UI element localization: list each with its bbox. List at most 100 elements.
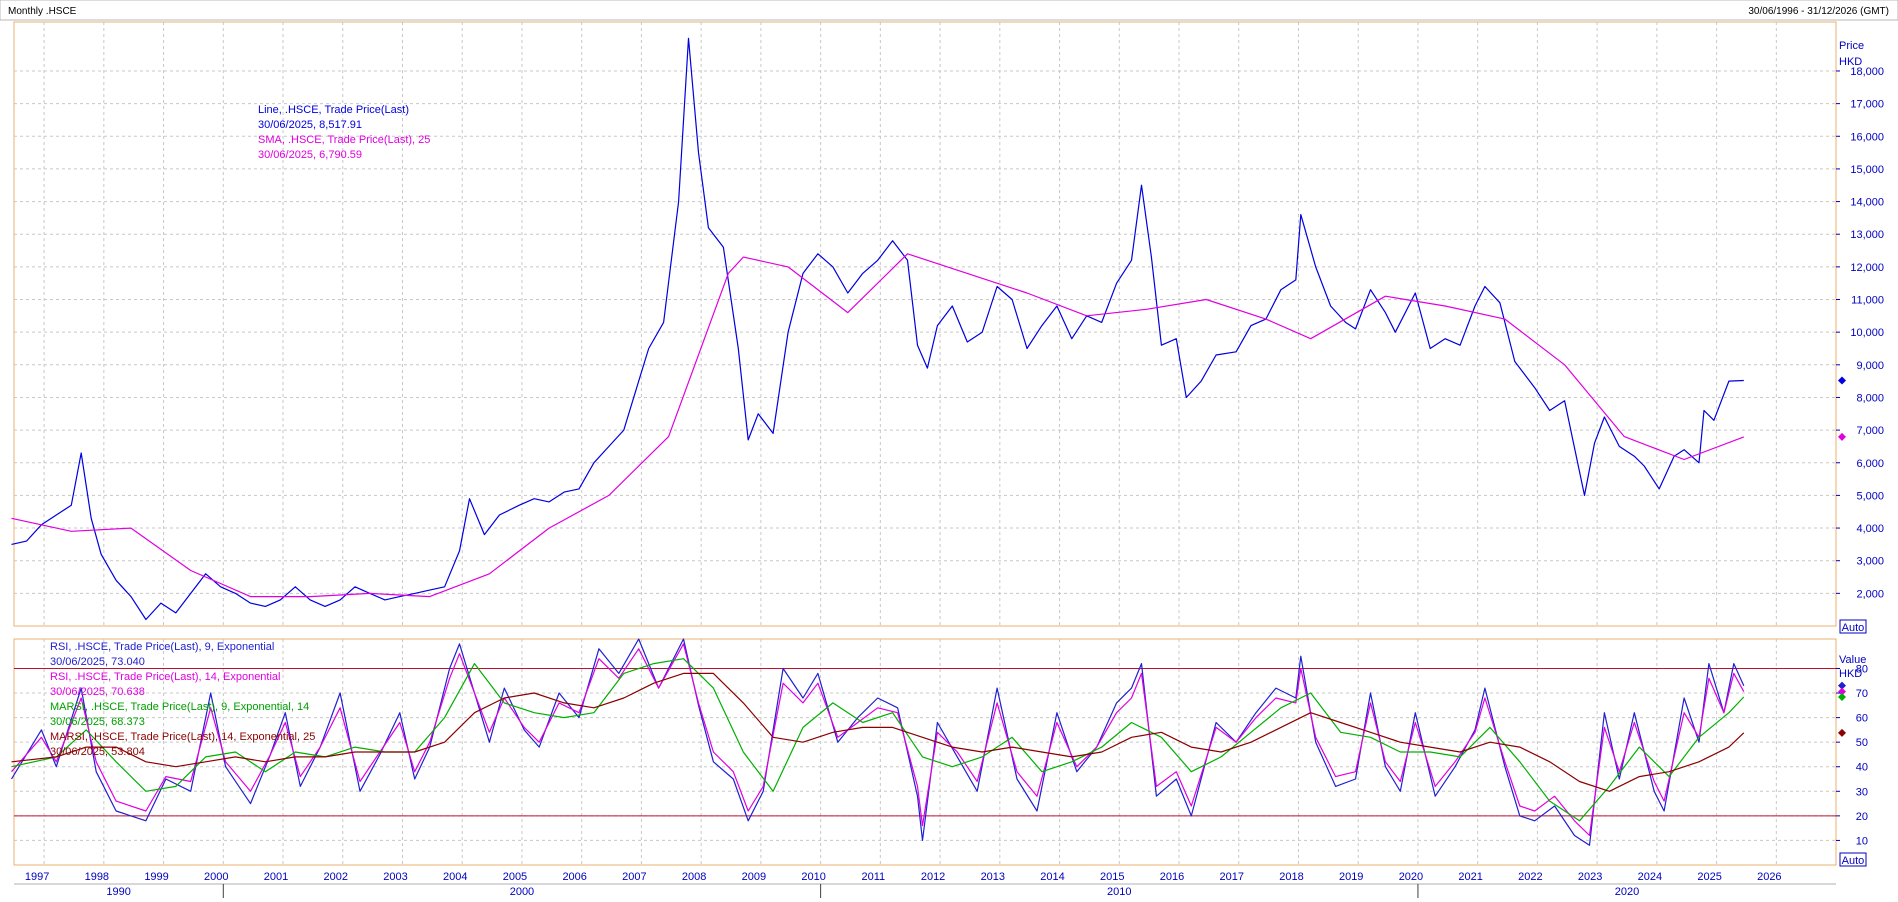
price-tick-label: 4,000 (1856, 523, 1884, 535)
price-tick-label: 12,000 (1850, 262, 1884, 274)
rsi-tick-label: 20 (1856, 811, 1868, 823)
year-tick-label: 2002 (324, 871, 348, 883)
rsi-last-value-marker-3 (1838, 728, 1846, 737)
rsi-panel[interactable] (13, 638, 1837, 866)
year-tick-label: 2007 (622, 871, 646, 883)
rsi-tick-label: 80 (1856, 663, 1868, 675)
year-tick-label: 2009 (742, 871, 766, 883)
price-tick-label: 18,000 (1850, 66, 1884, 78)
rsi-last-value-marker-2 (1838, 692, 1846, 701)
legend-rsi9-name: RSI, .HSCE, Trade Price(Last), 9, Expone… (50, 641, 274, 653)
price-auto-button[interactable]: Auto (1839, 619, 1867, 634)
year-tick-label: 2013 (981, 871, 1005, 883)
year-tick-label: 2026 (1757, 871, 1781, 883)
rsi-axis-unit: HKD (1839, 668, 1862, 680)
rsi-tick-label: 10 (1856, 835, 1868, 847)
price-axis-unit: HKD (1839, 56, 1862, 68)
year-tick-label: 1999 (144, 871, 168, 883)
chart-title: Monthly .HSCE (8, 6, 77, 17)
price-series-0 (11, 37, 1744, 621)
price-legend: Line, .HSCE, Trade Price(Last) 30/06/202… (258, 104, 430, 161)
year-tick-label: 2008 (682, 871, 706, 883)
year-tick-label: 2006 (562, 871, 586, 883)
price-auto-label: Auto (1842, 622, 1865, 634)
price-tick-label: 14,000 (1850, 197, 1884, 209)
rsi-last-value-marker-1 (1838, 687, 1846, 696)
rsi-axis-title: Value (1839, 654, 1866, 666)
legend-marsi9-name: MARSI, .HSCE, Trade Price(Last), 9, Expo… (50, 701, 309, 713)
year-tick-label: 2020 (1399, 871, 1423, 883)
price-tick-label: 13,000 (1850, 229, 1884, 241)
price-tick-label: 15,000 (1850, 164, 1884, 176)
price-tick-label: 3,000 (1856, 556, 1884, 568)
year-tick-label: 2017 (1220, 871, 1244, 883)
year-tick-label: 1997 (25, 871, 49, 883)
rsi-auto-button[interactable]: Auto (1839, 852, 1867, 867)
legend-marsi14-name: MARSI, .HSCE, Trade Price(Last), 14, Exp… (50, 731, 315, 743)
rsi-series-3 (11, 672, 1745, 792)
year-tick-label: 2003 (383, 871, 407, 883)
year-tick-label: 2010 (801, 871, 825, 883)
decade-label: 2010 (1107, 886, 1131, 898)
rsi-tick-label: 60 (1856, 713, 1868, 725)
rsi-series-1 (11, 643, 1745, 837)
price-tick-label: 2,000 (1856, 588, 1884, 600)
decade-label: 1990 (106, 886, 130, 898)
year-tick-label: 2016 (1160, 871, 1184, 883)
legend-price-value: 30/06/2025, 8,517.91 (258, 119, 362, 131)
rsi-series-group (10, 638, 1846, 846)
year-tick-label: 2000 (204, 871, 228, 883)
year-tick-label: 2022 (1518, 871, 1542, 883)
legend-rsi9-value: 30/06/2025, 73.040 (50, 656, 145, 668)
legend-price-name: Line, .HSCE, Trade Price(Last) (258, 104, 409, 116)
price-axis-title: Price (1839, 40, 1864, 52)
year-tick-label: 2019 (1339, 871, 1363, 883)
year-tick-label: 2024 (1638, 871, 1662, 883)
price-last-value-marker-0 (1838, 376, 1846, 385)
price-tick-label: 17,000 (1850, 99, 1884, 111)
rsi-legend: RSI, .HSCE, Trade Price(Last), 9, Expone… (50, 641, 315, 758)
price-last-value-marker-1 (1838, 432, 1846, 441)
year-tick-label: 1998 (85, 871, 109, 883)
year-tick-label: 2025 (1697, 871, 1721, 883)
rsi-series-2 (11, 658, 1745, 822)
year-tick-label: 2012 (921, 871, 945, 883)
price-panel[interactable] (13, 21, 1837, 627)
price-tick-label: 6,000 (1856, 458, 1884, 470)
year-tick-label: 2005 (503, 871, 527, 883)
legend-rsi14-name: RSI, .HSCE, Trade Price(Last), 14, Expon… (50, 671, 281, 683)
price-tick-label: 8,000 (1856, 392, 1884, 404)
legend-sma-value: 30/06/2025, 6,790.59 (258, 149, 362, 161)
price-series-group (11, 37, 1846, 621)
price-tick-label: 10,000 (1850, 327, 1884, 339)
year-tick-label: 2001 (264, 871, 288, 883)
price-grid (14, 22, 1836, 626)
price-series-1 (11, 253, 1745, 598)
rsi-tick-label: 70 (1856, 688, 1868, 700)
rsi-tick-label: 40 (1856, 762, 1868, 774)
year-tick-label: 2004 (443, 871, 467, 883)
year-tick-label: 2011 (862, 871, 886, 883)
price-tick-label: 9,000 (1856, 360, 1884, 372)
rsi-auto-label: Auto (1842, 855, 1865, 867)
decade-label: 2020 (1615, 886, 1639, 898)
rsi-last-value-marker-0 (1838, 681, 1846, 690)
price-axis: Price HKD 2,000 3,000 4,000 5,000 6,000 7,000… (1836, 40, 1884, 600)
year-tick-label: 2023 (1578, 871, 1602, 883)
rsi-axis: Value HKD 10 20 30 40 50 60 70 80 (1836, 654, 1868, 847)
title-bar (0, 0, 1898, 21)
price-tick-label: 11,000 (1851, 295, 1884, 307)
legend-marsi14-value: 30/06/2025, 53.804 (50, 746, 145, 758)
price-tick-label: 16,000 (1850, 131, 1884, 143)
year-tick-label: 2021 (1458, 871, 1482, 883)
legend-sma-name: SMA, .HSCE, Trade Price(Last), 25 (258, 134, 430, 146)
year-tick-label: 2014 (1040, 871, 1064, 883)
year-tick-label: 2018 (1279, 871, 1303, 883)
year-tick-label: 2015 (1100, 871, 1124, 883)
time-axis: 1997 1998 1999 2000 2001 2002 2003 2004 2005 2006… (14, 871, 1836, 898)
price-tick-label: 5,000 (1856, 490, 1884, 502)
legend-marsi9-value: 30/06/2025, 68.373 (50, 716, 145, 728)
rsi-tick-label: 30 (1856, 786, 1868, 798)
decade-label: 2000 (510, 886, 534, 898)
